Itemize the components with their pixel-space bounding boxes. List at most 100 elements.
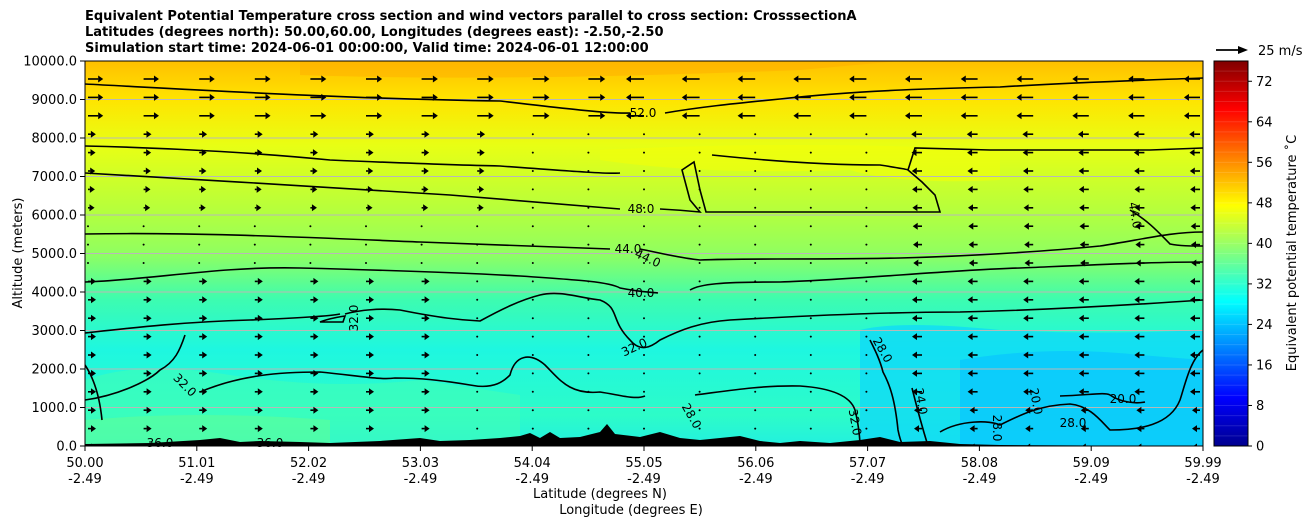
wind-vector [1183, 93, 1200, 101]
wind-vector [737, 93, 756, 101]
wind-vector [1134, 277, 1145, 285]
wind-vector [310, 369, 319, 377]
colorbar-tick-label: 32 [1256, 277, 1273, 292]
wind-vector [143, 185, 151, 193]
wind-vector [1080, 259, 1089, 267]
wind-vector [87, 262, 89, 264]
wind-vector [199, 425, 208, 433]
wind-vector [698, 390, 701, 393]
wind-vector [904, 112, 922, 120]
wind-vector [1133, 149, 1145, 157]
wind-vector [754, 133, 757, 136]
wind-vector [643, 280, 645, 283]
wind-vector [87, 243, 89, 246]
wind-vector [681, 75, 700, 83]
wind-vector [254, 314, 263, 322]
wind-vector [1078, 185, 1089, 193]
x-tick-label-lon: -2.49 [963, 472, 997, 487]
contour-40 [85, 261, 1203, 294]
wind-vector [477, 130, 486, 138]
wind-vector [1078, 333, 1089, 341]
wind-vector [966, 130, 978, 138]
wind-vector [199, 296, 208, 304]
wind-vector [143, 314, 152, 322]
wind-vector [849, 75, 867, 83]
wind-vector [1077, 130, 1089, 138]
wind-vector [904, 93, 922, 101]
wind-vector [143, 149, 152, 157]
x-tick-label-lat: 54.04 [514, 456, 551, 471]
wind-vector [531, 298, 534, 301]
wind-vector [912, 222, 922, 230]
wind-vector [1189, 167, 1200, 175]
wind-vector [643, 151, 645, 154]
wind-vector [420, 225, 423, 228]
x-tick-label-lat: 53.03 [402, 456, 439, 471]
wind-vector [587, 225, 590, 228]
wind-vector [1023, 296, 1034, 304]
wind-vector [1072, 75, 1089, 83]
wind-vector [968, 241, 978, 249]
wind-vector [366, 425, 374, 433]
wind-vector [253, 262, 256, 264]
wind-vector [88, 75, 104, 83]
wind-vector [310, 351, 319, 359]
wind-vector [531, 188, 534, 191]
wind-vector [912, 388, 922, 396]
x-tick-label-lat: 57.07 [849, 456, 886, 471]
wind-vector [1134, 333, 1145, 341]
wind-vector [310, 167, 318, 175]
wind-vector [681, 93, 700, 101]
wind-vector [1128, 75, 1145, 83]
wind-vector [865, 188, 868, 191]
wind-vector [865, 262, 868, 264]
wind-vector [366, 406, 374, 414]
wind-vector [1072, 93, 1089, 101]
wind-vector [88, 314, 96, 322]
wind-vector [310, 314, 319, 322]
wind-vector [531, 262, 534, 264]
y-tick-label: 7000.0 [32, 170, 78, 185]
wind-vector [681, 112, 700, 120]
wind-vector [198, 262, 201, 264]
wind-vector [199, 388, 208, 396]
wind-vector [967, 185, 978, 193]
wind-vector [1079, 241, 1089, 249]
wind-vector [904, 75, 922, 83]
wind-vector [146, 443, 151, 446]
wind-vector [88, 333, 96, 341]
wind-vector [1082, 443, 1086, 446]
wind-vector [366, 369, 374, 377]
wind-vector [310, 333, 319, 341]
wind-vector [366, 388, 374, 396]
wind-vector [1134, 388, 1145, 396]
x-tick-label-lon: -2.49 [292, 472, 326, 487]
wind-vector [643, 409, 645, 412]
wind-vector [1136, 406, 1145, 414]
wind-vector [1078, 149, 1089, 157]
wind-vector [254, 406, 263, 414]
wind-vector [365, 243, 367, 246]
wind-vector [587, 390, 590, 393]
wind-vector [1190, 296, 1200, 304]
wind-vector [310, 425, 319, 433]
wind-vector [643, 262, 645, 264]
contour-label: 32.0 [846, 408, 864, 437]
wind-vector [698, 298, 701, 301]
wind-vector [142, 262, 145, 264]
wind-vector [643, 427, 645, 430]
wind-vector [199, 351, 208, 359]
wind-vector [967, 388, 978, 396]
wind-vector [1133, 130, 1145, 138]
gridlines [85, 99, 1203, 408]
x-tick-label-lon: -2.49 [1074, 472, 1108, 487]
wind-vector [420, 243, 423, 246]
contour-32-island [319, 315, 347, 323]
wind-vector [1078, 314, 1089, 322]
wind-vector [253, 243, 256, 246]
wind-vector [698, 133, 701, 136]
wind-vector [199, 333, 208, 341]
wind-vector [912, 351, 922, 359]
wind-vector [1024, 241, 1034, 249]
wind-vector [1135, 222, 1145, 230]
